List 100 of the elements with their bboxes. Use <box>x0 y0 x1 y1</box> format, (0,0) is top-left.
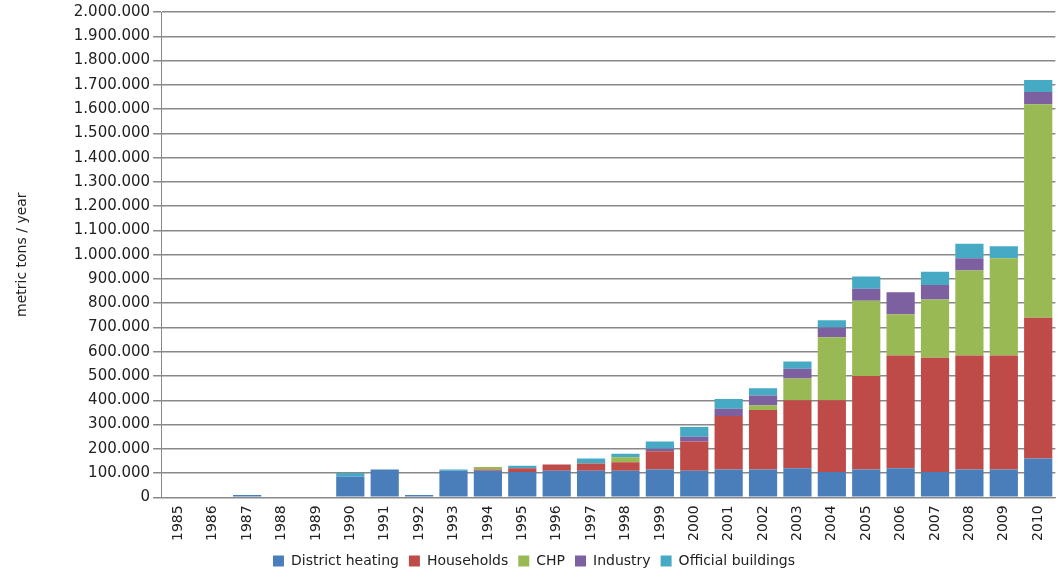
x-tick-label: 1987 <box>237 505 254 542</box>
bar <box>473 470 502 497</box>
x-tick-label: 2010 <box>1028 505 1045 542</box>
bar <box>542 470 571 497</box>
bar <box>852 300 881 377</box>
bar <box>680 436 709 442</box>
bar <box>955 469 984 497</box>
x-tick-label: 1992 <box>409 505 426 542</box>
x-tick-label: 2002 <box>753 505 770 542</box>
y-tick-label: 300.000 <box>88 414 151 433</box>
bar <box>645 441 674 449</box>
x-tick-label: 2000 <box>684 505 701 542</box>
bar <box>886 314 915 356</box>
bar <box>817 471 846 497</box>
y-tick-label: 800.000 <box>88 293 151 312</box>
bar <box>1024 104 1053 318</box>
x-tick-label: 2008 <box>960 505 977 542</box>
bar <box>955 243 984 259</box>
bar <box>336 476 365 497</box>
legend-label: Industry <box>593 551 651 568</box>
y-tick-label: 2.000.000 <box>73 1 151 20</box>
y-tick-label: 700.000 <box>88 317 151 336</box>
bar <box>989 258 1018 356</box>
bar <box>748 388 778 396</box>
x-tick-label: 2006 <box>891 505 908 542</box>
bar <box>542 464 571 471</box>
x-tick-label: 1989 <box>306 505 323 542</box>
bar <box>920 299 950 358</box>
bar <box>576 463 606 471</box>
bar <box>817 400 846 472</box>
bar <box>1024 79 1053 93</box>
y-tick-label: 1.400.000 <box>73 147 151 166</box>
bar <box>680 470 709 497</box>
y-tick-label: 1.500.000 <box>73 123 151 142</box>
bar <box>989 246 1018 259</box>
bar <box>748 410 778 470</box>
bar <box>748 405 778 410</box>
bar <box>439 470 468 497</box>
y-tick-label: 400.000 <box>88 390 151 409</box>
x-tick-label: 1985 <box>168 505 185 542</box>
legend-label: CHP <box>536 551 566 568</box>
x-tick-label: 2004 <box>822 505 839 542</box>
bar <box>817 327 846 338</box>
legend-label: Official buildings <box>678 551 796 568</box>
bar <box>783 400 812 469</box>
bar <box>748 395 778 406</box>
bar <box>783 368 812 379</box>
legend-label: Households <box>426 551 509 568</box>
bar <box>955 270 984 356</box>
x-tick-label: 1995 <box>512 505 529 542</box>
x-tick-label: 1990 <box>340 505 357 542</box>
y-tick-label: 600.000 <box>88 341 151 360</box>
bar <box>370 469 399 497</box>
bar <box>1024 458 1053 497</box>
bar <box>783 468 812 497</box>
bar <box>886 292 915 315</box>
y-tick-label: 100.000 <box>88 462 151 481</box>
bar <box>817 320 846 328</box>
bar <box>920 285 950 300</box>
bar <box>920 271 950 286</box>
y-tick-label: 500.000 <box>88 365 151 384</box>
y-tick-label: 1.100.000 <box>73 220 151 239</box>
bar <box>645 451 674 470</box>
bar <box>1024 92 1053 105</box>
bar <box>1024 317 1053 459</box>
bar <box>955 355 984 470</box>
y-tick-label: 200.000 <box>88 438 151 457</box>
bar <box>714 416 743 470</box>
bar <box>748 469 778 497</box>
y-axis-title: metric tons / year <box>13 192 30 317</box>
x-tick-label: 2009 <box>994 505 1011 542</box>
x-tick-label: 1999 <box>650 505 667 542</box>
x-tick-label: 2003 <box>788 505 805 542</box>
bar <box>817 337 846 401</box>
x-tick-label: 2005 <box>856 505 873 542</box>
bar <box>714 408 743 417</box>
bar <box>852 276 881 289</box>
x-tick-label: 1988 <box>272 505 289 542</box>
bar <box>714 469 743 497</box>
y-tick-label: 1.000.000 <box>73 244 151 263</box>
legend-label: District heating <box>290 551 399 568</box>
bar <box>852 288 881 301</box>
y-tick-label: 0 <box>140 487 151 506</box>
bar <box>783 361 812 369</box>
x-tick-label: 1994 <box>478 505 495 542</box>
y-tick-label: 1.800.000 <box>73 50 151 69</box>
bar <box>852 376 881 470</box>
bar <box>645 469 674 497</box>
y-tick-label: 1.700.000 <box>73 74 151 93</box>
bar <box>886 355 915 469</box>
bar <box>886 468 915 497</box>
x-tick-label: 1991 <box>375 505 392 542</box>
y-tick-label: 900.000 <box>88 268 151 287</box>
bar <box>508 471 537 497</box>
bar <box>611 457 640 463</box>
x-tick-label: 1997 <box>581 505 598 542</box>
y-tick-label: 1.900.000 <box>73 26 151 45</box>
bar <box>611 470 640 497</box>
bar <box>955 258 984 271</box>
bar <box>611 462 640 471</box>
